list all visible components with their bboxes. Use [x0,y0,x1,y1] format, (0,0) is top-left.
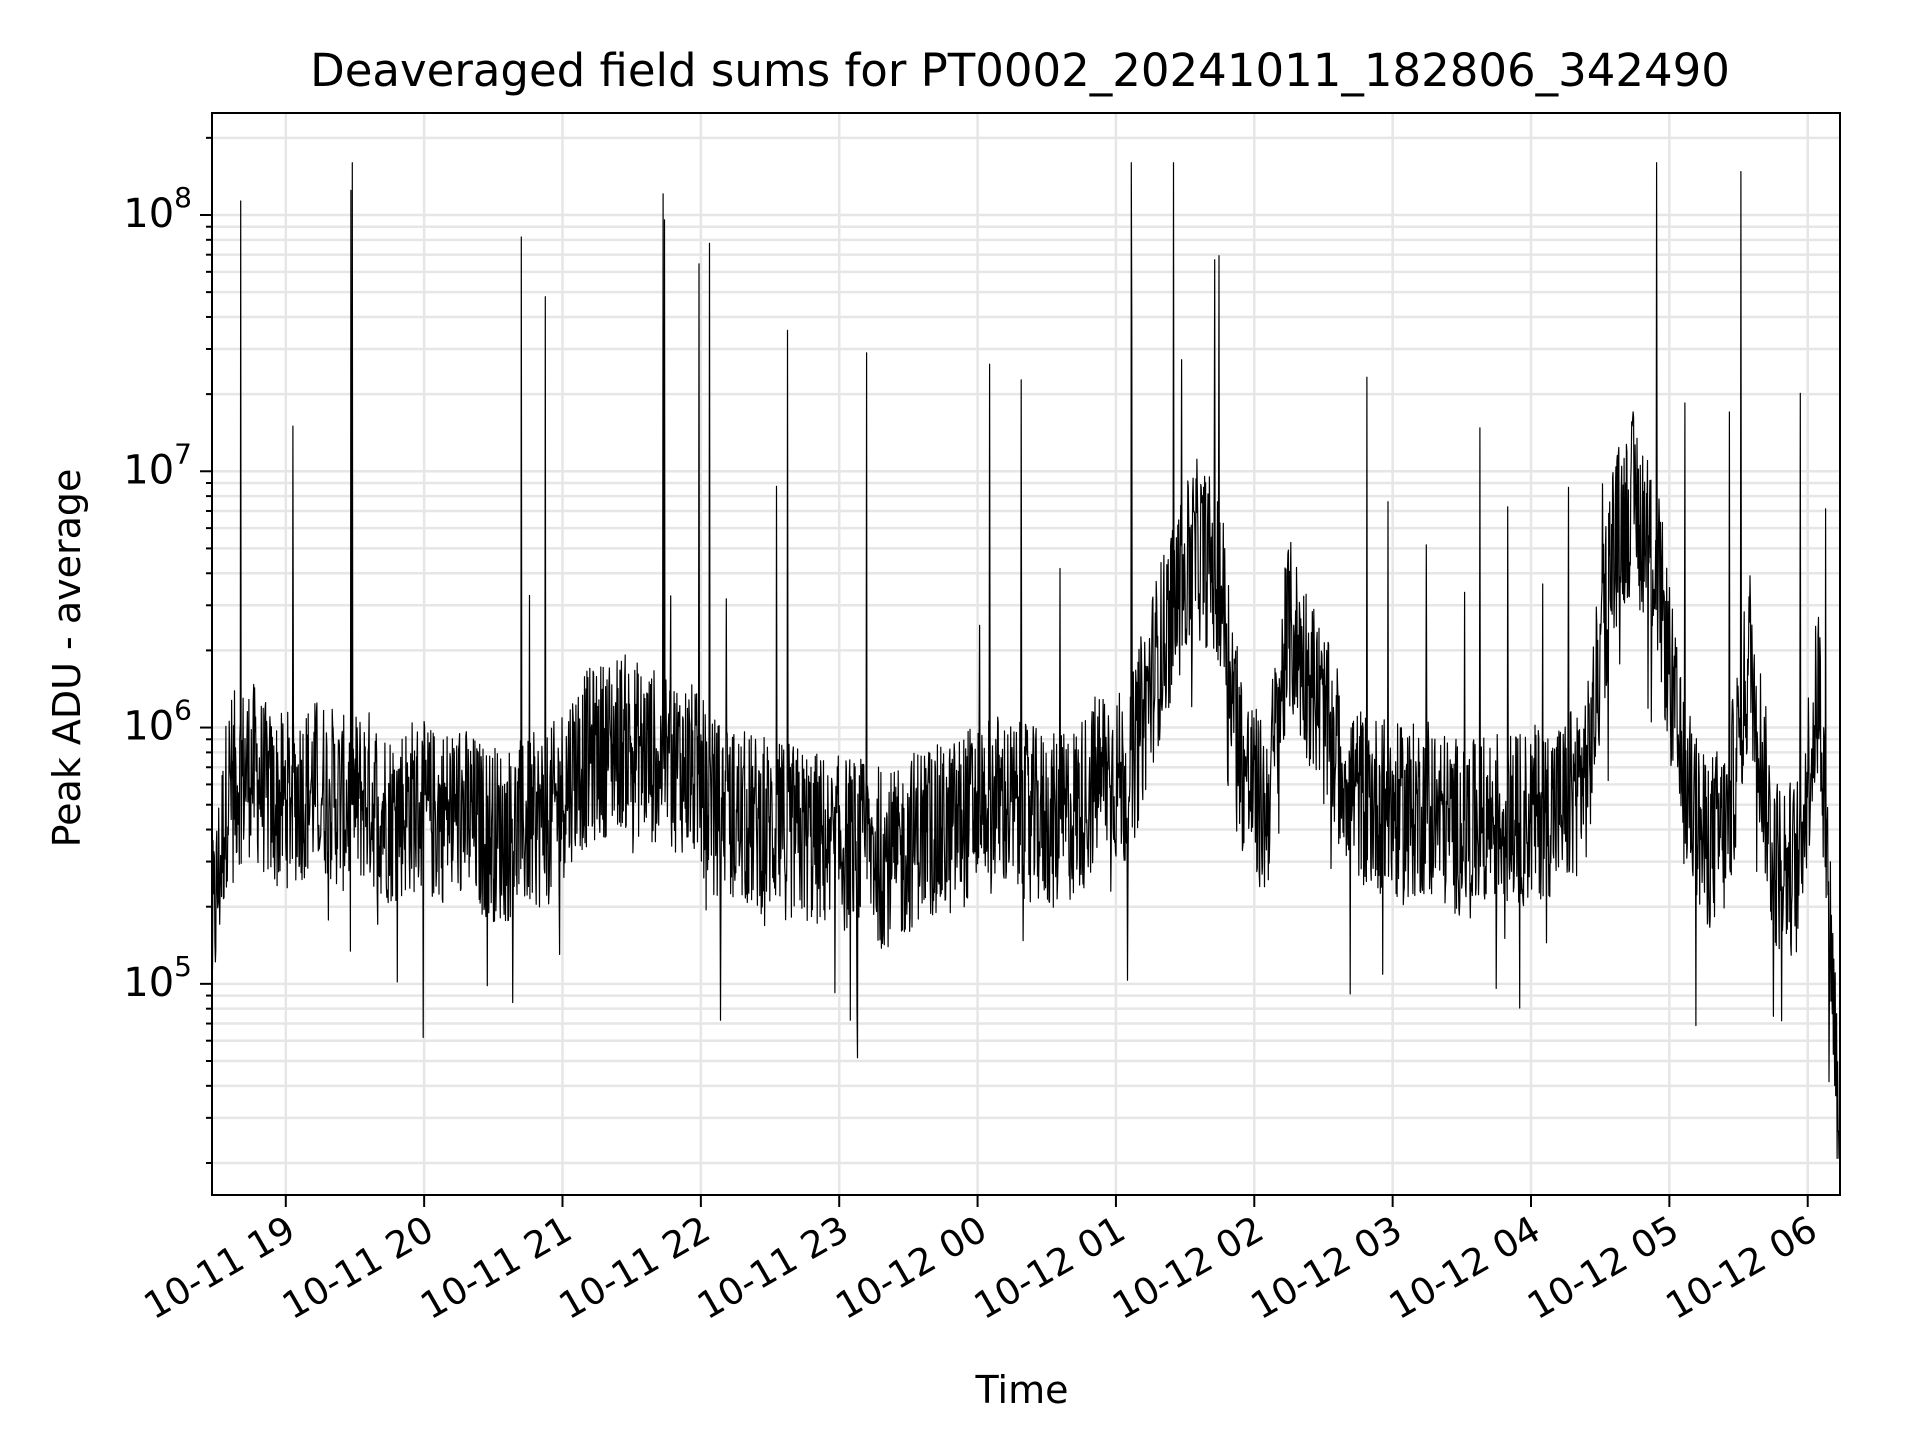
plot-frame [211,112,1841,1196]
x-axis-label: Time [975,1368,1069,1412]
y-tick-label: 106 [123,694,192,750]
series-line [211,162,1841,1159]
y-tick-label: 107 [123,437,192,493]
y-axis: 105 106 107 108 [123,136,212,1164]
y-axis-label: Peak ADU - average [45,469,89,848]
chart-title: Deaveraged field sums for PT0002_2024101… [310,44,1730,97]
data-line [211,162,1841,1159]
y-tick-label: 108 [123,181,192,237]
y-tick-label: 105 [123,950,192,1006]
